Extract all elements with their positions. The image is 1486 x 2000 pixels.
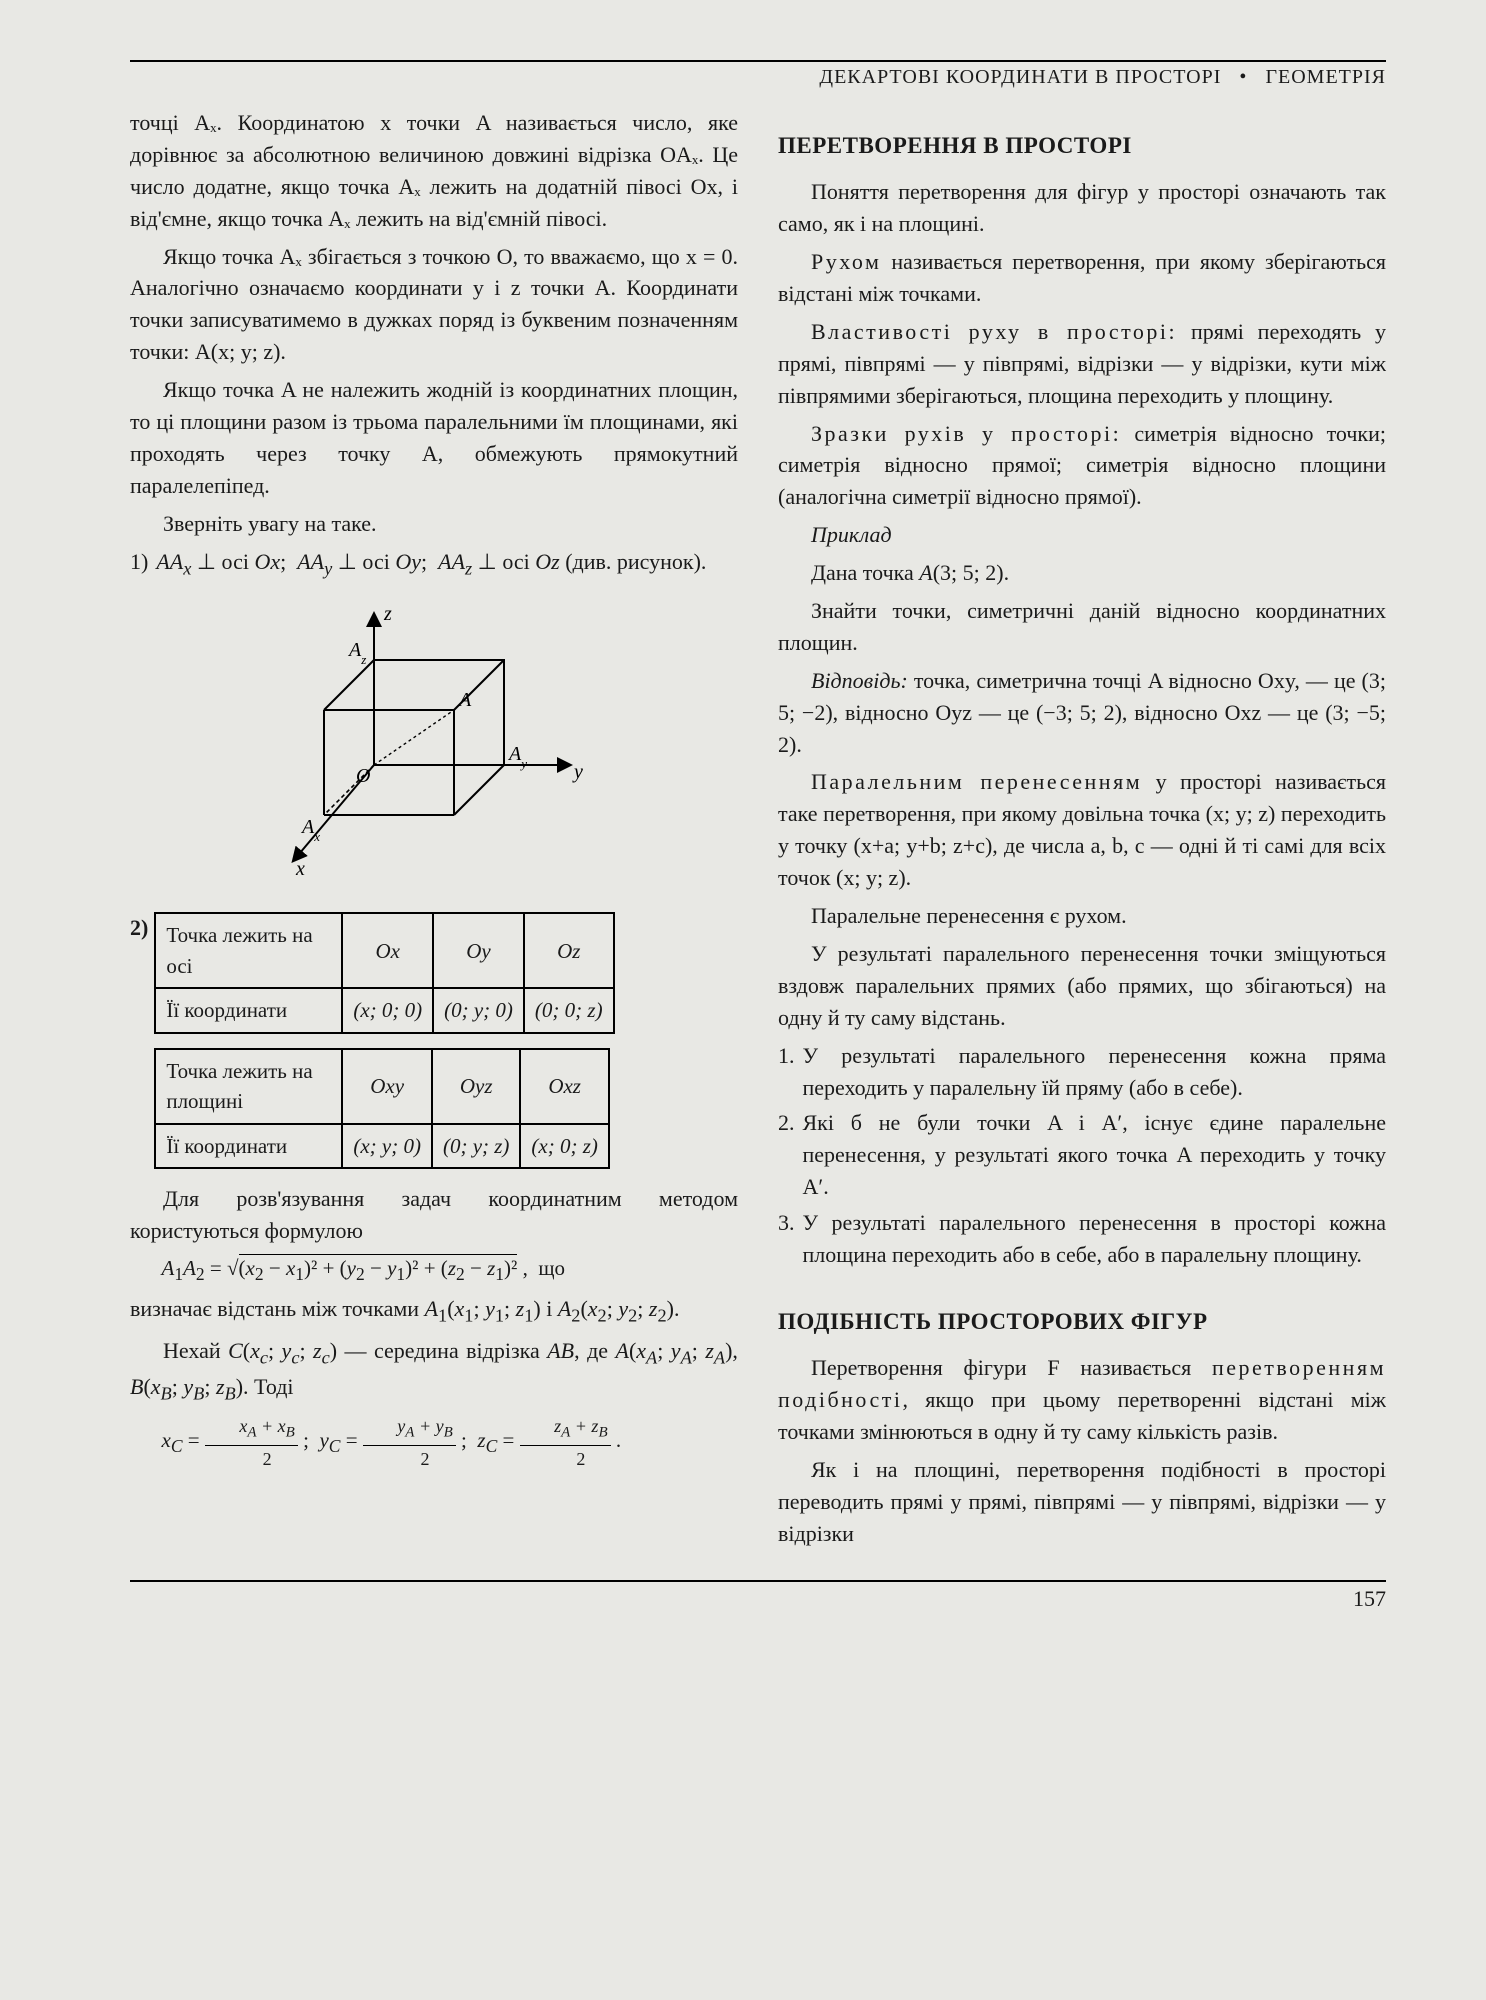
figure-svg: z y x O Az A Ay Ax bbox=[264, 600, 604, 880]
r-para-4: Зразки рухів у просторі: симетрія віднос… bbox=[778, 418, 1386, 514]
distance-formula: A1A2 = √(x2 − x1)² + (y2 − y1)² + (z2 − … bbox=[130, 1253, 738, 1288]
header-sep: • bbox=[1239, 66, 1247, 88]
r-para-7: У результаті паралельного перенесення то… bbox=[778, 938, 1386, 1034]
table-row: Точка лежить на площині Oxy Oyz Oxz bbox=[155, 1049, 609, 1124]
svg-text:Ay: Ay bbox=[507, 743, 527, 771]
table-row: Її координати (x; 0; 0) (0; y; 0) (0; 0;… bbox=[155, 988, 613, 1032]
section-title-2: ПОДІБНІСТЬ ПРОСТОРОВИХ ФІГУР bbox=[778, 1305, 1386, 1338]
list-item-r3: 3. У результаті паралельного перенесення… bbox=[778, 1207, 1386, 1271]
header-subject: ГЕОМЕТРІЯ bbox=[1265, 66, 1386, 88]
svg-text:z: z bbox=[383, 603, 392, 625]
r-para-6: Паралельне перенесення є рухом. bbox=[778, 900, 1386, 932]
table-axis: Точка лежить на осі Ox Oy Oz Її координа… bbox=[154, 912, 614, 1033]
svg-text:Az: Az bbox=[347, 639, 366, 667]
para-1: точці Aₓ. Координатою x точки A називаєт… bbox=[130, 107, 738, 235]
example-given: Дана точка A(3; 5; 2). bbox=[778, 557, 1386, 589]
svg-text:O: O bbox=[356, 765, 370, 787]
para-3: Якщо точка A не належить жодній із коорд… bbox=[130, 374, 738, 502]
list-item-r1: 1. У результаті паралельного перенесення… bbox=[778, 1040, 1386, 1104]
r-para-2: Рухом називається перетворення, при яком… bbox=[778, 246, 1386, 310]
item2-number: 2) bbox=[130, 906, 148, 944]
list-item-r2: 2. Які б не були точки A і A′, існує єди… bbox=[778, 1107, 1386, 1203]
example-task: Знайти точки, симетричні даній відносно … bbox=[778, 595, 1386, 659]
example-label: Приклад bbox=[778, 519, 1386, 551]
page-header: ДЕКАРТОВІ КООРДИНАТИ В ПРОСТОРІ • ГЕОМЕТ… bbox=[130, 66, 1386, 89]
para-2: Якщо точка Aₓ збігається з точкою O, то … bbox=[130, 241, 738, 369]
section-title-1: ПЕРЕТВОРЕННЯ В ПРОСТОРІ bbox=[778, 129, 1386, 162]
svg-text:A: A bbox=[457, 689, 472, 711]
r-para-1: Поняття перетворення для фігур у простор… bbox=[778, 176, 1386, 240]
tables-container: Точка лежить на осі Ox Oy Oz Її координа… bbox=[154, 906, 614, 1183]
svg-text:x: x bbox=[295, 858, 305, 880]
para-4: Зверніть увагу на таке. bbox=[130, 508, 738, 540]
page: ДЕКАРТОВІ КООРДИНАТИ В ПРОСТОРІ • ГЕОМЕТ… bbox=[0, 0, 1486, 2000]
footer-rule bbox=[130, 1580, 1386, 1582]
para-6: визначає відстань між точками A1(x1; y1;… bbox=[130, 1293, 738, 1329]
parallelepiped-figure: z y x O Az A Ay Ax bbox=[130, 600, 738, 889]
table-row: Її координати (x; y; 0) (0; y; z) (x; 0;… bbox=[155, 1124, 609, 1168]
r-para-5: Паралельним перенесенням у просторі нази… bbox=[778, 766, 1386, 894]
svg-text:y: y bbox=[572, 761, 583, 783]
right-column: ПЕРЕТВОРЕННЯ В ПРОСТОРІ Поняття перетвор… bbox=[778, 107, 1386, 1556]
midpoint-formula: xC = xA + xB2 ; yC = yA + yB2 ; zC = zA … bbox=[130, 1413, 738, 1471]
para-7: Нехай C(xc; yc; zc) — середина відрізка … bbox=[130, 1335, 738, 1407]
table-row: Точка лежить на осі Ox Oy Oz bbox=[155, 913, 613, 988]
two-column-layout: точці Aₓ. Координатою x точки A називаєт… bbox=[130, 107, 1386, 1556]
header-rule bbox=[130, 60, 1386, 62]
r-para-8: Перетворення фігури F називається перетв… bbox=[778, 1352, 1386, 1448]
table-block: 2) Точка лежить на осі Ox Oy Oz Її коорд… bbox=[130, 906, 738, 1183]
r-para-9: Як і на площині, перетворення подібності… bbox=[778, 1454, 1386, 1550]
item1-number: 1) bbox=[130, 546, 148, 582]
header-chapter: ДЕКАРТОВІ КООРДИНАТИ В ПРОСТОРІ bbox=[819, 66, 1221, 88]
table-plane: Точка лежить на площині Oxy Oyz Oxz Її к… bbox=[154, 1048, 610, 1169]
cell-label: Точка лежить на осі bbox=[155, 913, 342, 988]
left-column: точці Aₓ. Координатою x точки A називаєт… bbox=[130, 107, 738, 1556]
para-5: Для розв'язування задач координатним мет… bbox=[130, 1183, 738, 1247]
item1-text: AAx ⊥ осі Ox; AAy ⊥ осі Oy; AAz ⊥ осі Oz… bbox=[156, 546, 738, 582]
r-para-3: Властивості руху в просторі: прямі перех… bbox=[778, 316, 1386, 412]
page-number: 157 bbox=[130, 1586, 1386, 1612]
example-answer: Відповідь: точка, симетрична точці A від… bbox=[778, 665, 1386, 761]
list-item-1: 1) AAx ⊥ осі Ox; AAy ⊥ осі Oy; AAz ⊥ осі… bbox=[130, 546, 738, 582]
